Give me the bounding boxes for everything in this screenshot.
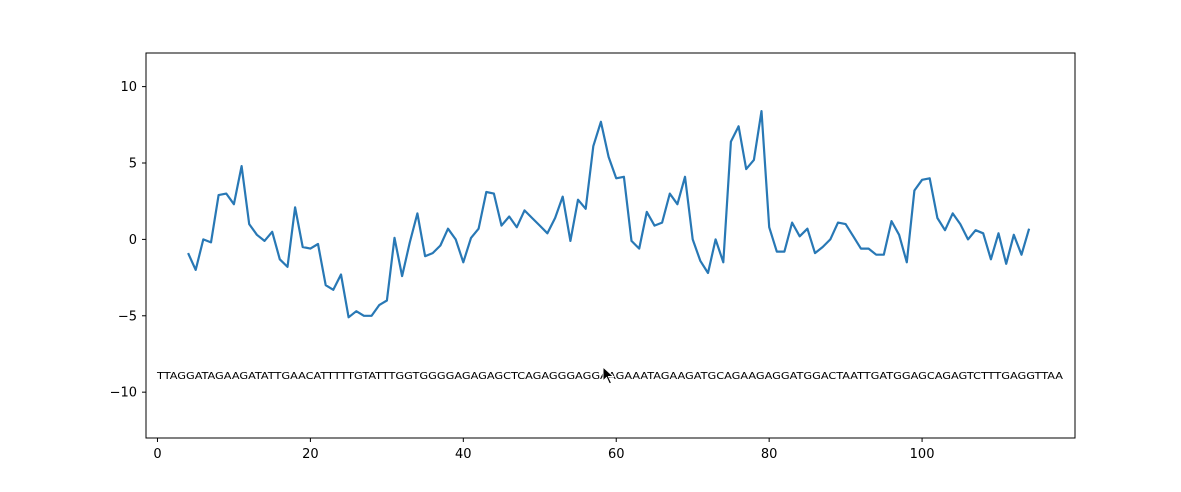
x-tick-label: 60 <box>608 447 625 462</box>
x-tick-label: 20 <box>302 447 319 462</box>
x-tick-label: 0 <box>153 447 161 462</box>
y-axis: 10 5 0 −5 −10 <box>110 80 146 401</box>
x-tick-label: 40 <box>455 447 472 462</box>
x-tick-label: 100 <box>910 447 935 462</box>
y-tick-label: 0 <box>129 233 137 248</box>
y-tick-label: −10 <box>110 386 137 401</box>
x-tick-label: 80 <box>761 447 778 462</box>
series-layer <box>187 109 1031 319</box>
mouse-pointer-icon <box>602 366 615 385</box>
y-tick-label: 5 <box>129 157 137 172</box>
x-axis: 0 20 40 60 80 100 <box>153 438 934 462</box>
y-tick-label: 10 <box>120 80 137 95</box>
series-line <box>187 109 1031 319</box>
y-tick-label: −5 <box>118 309 137 324</box>
